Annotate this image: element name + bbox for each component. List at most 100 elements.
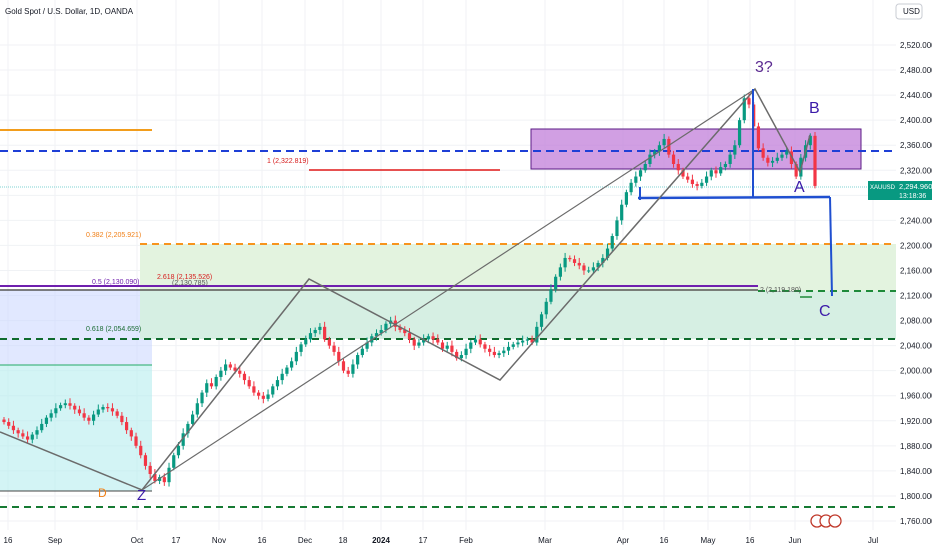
- candle-body: [148, 465, 152, 475]
- x-tick-label: May: [700, 536, 715, 545]
- candle-body: [285, 367, 289, 374]
- wave-d-label: D: [98, 486, 107, 500]
- candle-body: [327, 339, 331, 346]
- y-tick-label: 1,800.000: [900, 492, 932, 501]
- candle-body: [770, 160, 775, 163]
- symbol-label: XAUUSD: [870, 185, 896, 191]
- zones-layer: [0, 128, 896, 491]
- candle-body: [610, 236, 614, 249]
- candle-body: [233, 367, 237, 371]
- candle-body: [459, 355, 463, 359]
- candle-body: [766, 157, 770, 163]
- fib-05-label: 0.5 (2,130.090): [92, 279, 139, 286]
- candle-body: [794, 164, 798, 177]
- candle-body: [224, 364, 228, 371]
- y-tick-label: 2,000.000: [900, 367, 932, 376]
- neckline-blue: [637, 195, 831, 200]
- candle-body: [115, 411, 119, 416]
- candle-body: [195, 403, 199, 415]
- candle-body: [813, 135, 817, 186]
- candle-body: [96, 409, 100, 415]
- candle-body: [242, 373, 247, 381]
- candle-body: [653, 151, 657, 155]
- fib-green-zone-upper: [140, 244, 896, 291]
- candle-body: [591, 267, 595, 271]
- candle-body: [539, 314, 544, 327]
- time-axis-bg: [0, 530, 932, 550]
- candle-body: [605, 248, 610, 258]
- candle-body: [445, 345, 449, 349]
- x-tick-label: Jun: [789, 536, 802, 545]
- candle-body: [629, 182, 633, 193]
- candle-body: [648, 154, 652, 164]
- candle-body: [228, 364, 232, 368]
- candle-body: [436, 339, 440, 343]
- candle-body: [379, 329, 383, 334]
- candle-body: [558, 267, 562, 277]
- candle-body: [11, 425, 16, 431]
- candle-body: [209, 383, 214, 387]
- channel-upper-line: [141, 88, 756, 491]
- fib-2618-label: 2.618 (2,135.526): [157, 274, 212, 281]
- countdown-label: 13:18:36: [899, 193, 926, 200]
- candle-body: [384, 323, 388, 330]
- candle-body: [91, 414, 96, 421]
- candle-body: [323, 326, 327, 340]
- candle-body: [398, 326, 402, 330]
- candle-body: [478, 339, 482, 345]
- y-tick-label: 2,200.000: [900, 241, 932, 250]
- candle-body: [624, 192, 628, 205]
- candle-body: [120, 415, 124, 423]
- currency-badge-box[interactable]: [895, 3, 923, 20]
- candle-body: [667, 138, 671, 155]
- candle-body: [502, 350, 506, 354]
- wave-z-label: Z: [137, 487, 146, 504]
- events-icon[interactable]: [810, 514, 842, 528]
- y-tick-label: 2,440.000: [900, 91, 932, 100]
- candle-body: [360, 348, 364, 356]
- candle-body: [469, 342, 473, 349]
- candle-body: [176, 445, 181, 456]
- wave-labels: 3? B A C Z D: [98, 59, 831, 504]
- candle-body: [572, 259, 577, 263]
- candle-body: [403, 329, 407, 334]
- candle-body: [506, 346, 511, 351]
- x-tick-label: Oct: [131, 536, 144, 545]
- candle-body: [521, 340, 525, 343]
- candle-body: [686, 176, 690, 180]
- candle-body: [134, 436, 138, 446]
- resistance-purple-zone: [530, 128, 862, 170]
- candle-body: [143, 455, 148, 466]
- candle-body: [808, 135, 812, 146]
- candle-body: [16, 430, 20, 434]
- x-tick-label: 16: [660, 536, 669, 545]
- candle-body: [313, 329, 317, 334]
- candle-body: [261, 395, 265, 399]
- x-tick-label: 18: [339, 536, 348, 545]
- candle-body: [704, 176, 709, 183]
- candle-body: [709, 170, 713, 177]
- candle-body: [516, 342, 520, 345]
- y-tick-label: 1,960.000: [900, 392, 932, 401]
- wave-b-label: B: [809, 100, 820, 117]
- candle-body: [780, 154, 784, 158]
- candle-body: [695, 184, 699, 186]
- fib-0382-label: 0.382 (2,205.921): [86, 232, 141, 239]
- candle-body: [723, 164, 728, 168]
- candle-body: [35, 430, 39, 435]
- candle-body: [139, 445, 143, 456]
- candle-body: [525, 339, 529, 341]
- y-tick-label: 1,760.000: [900, 517, 932, 526]
- candle-body: [464, 348, 468, 356]
- price-axis[interactable]: 2,520.000 2,480.000 2,440.000 2,400.000 2,36…: [868, 0, 932, 530]
- x-tick-label: 16: [4, 536, 13, 545]
- candle-body: [129, 430, 133, 437]
- candle-body: [483, 344, 487, 349]
- time-axis[interactable]: 16 Sep Oct 17 Nov 16 Dec 18 2024 17 Feb Mar Apr 16 May…: [0, 530, 932, 550]
- candle-body: [596, 262, 600, 268]
- candle-body: [440, 342, 445, 349]
- candle-body: [337, 351, 341, 362]
- candle-body: [110, 408, 115, 412]
- x-tick-label: Nov: [212, 536, 226, 545]
- candle-body: [756, 126, 761, 149]
